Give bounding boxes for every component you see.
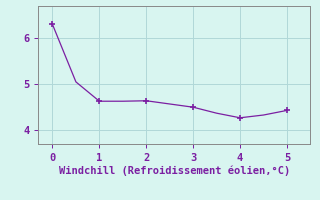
- X-axis label: Windchill (Refroidissement éolien,°C): Windchill (Refroidissement éolien,°C): [59, 166, 290, 176]
